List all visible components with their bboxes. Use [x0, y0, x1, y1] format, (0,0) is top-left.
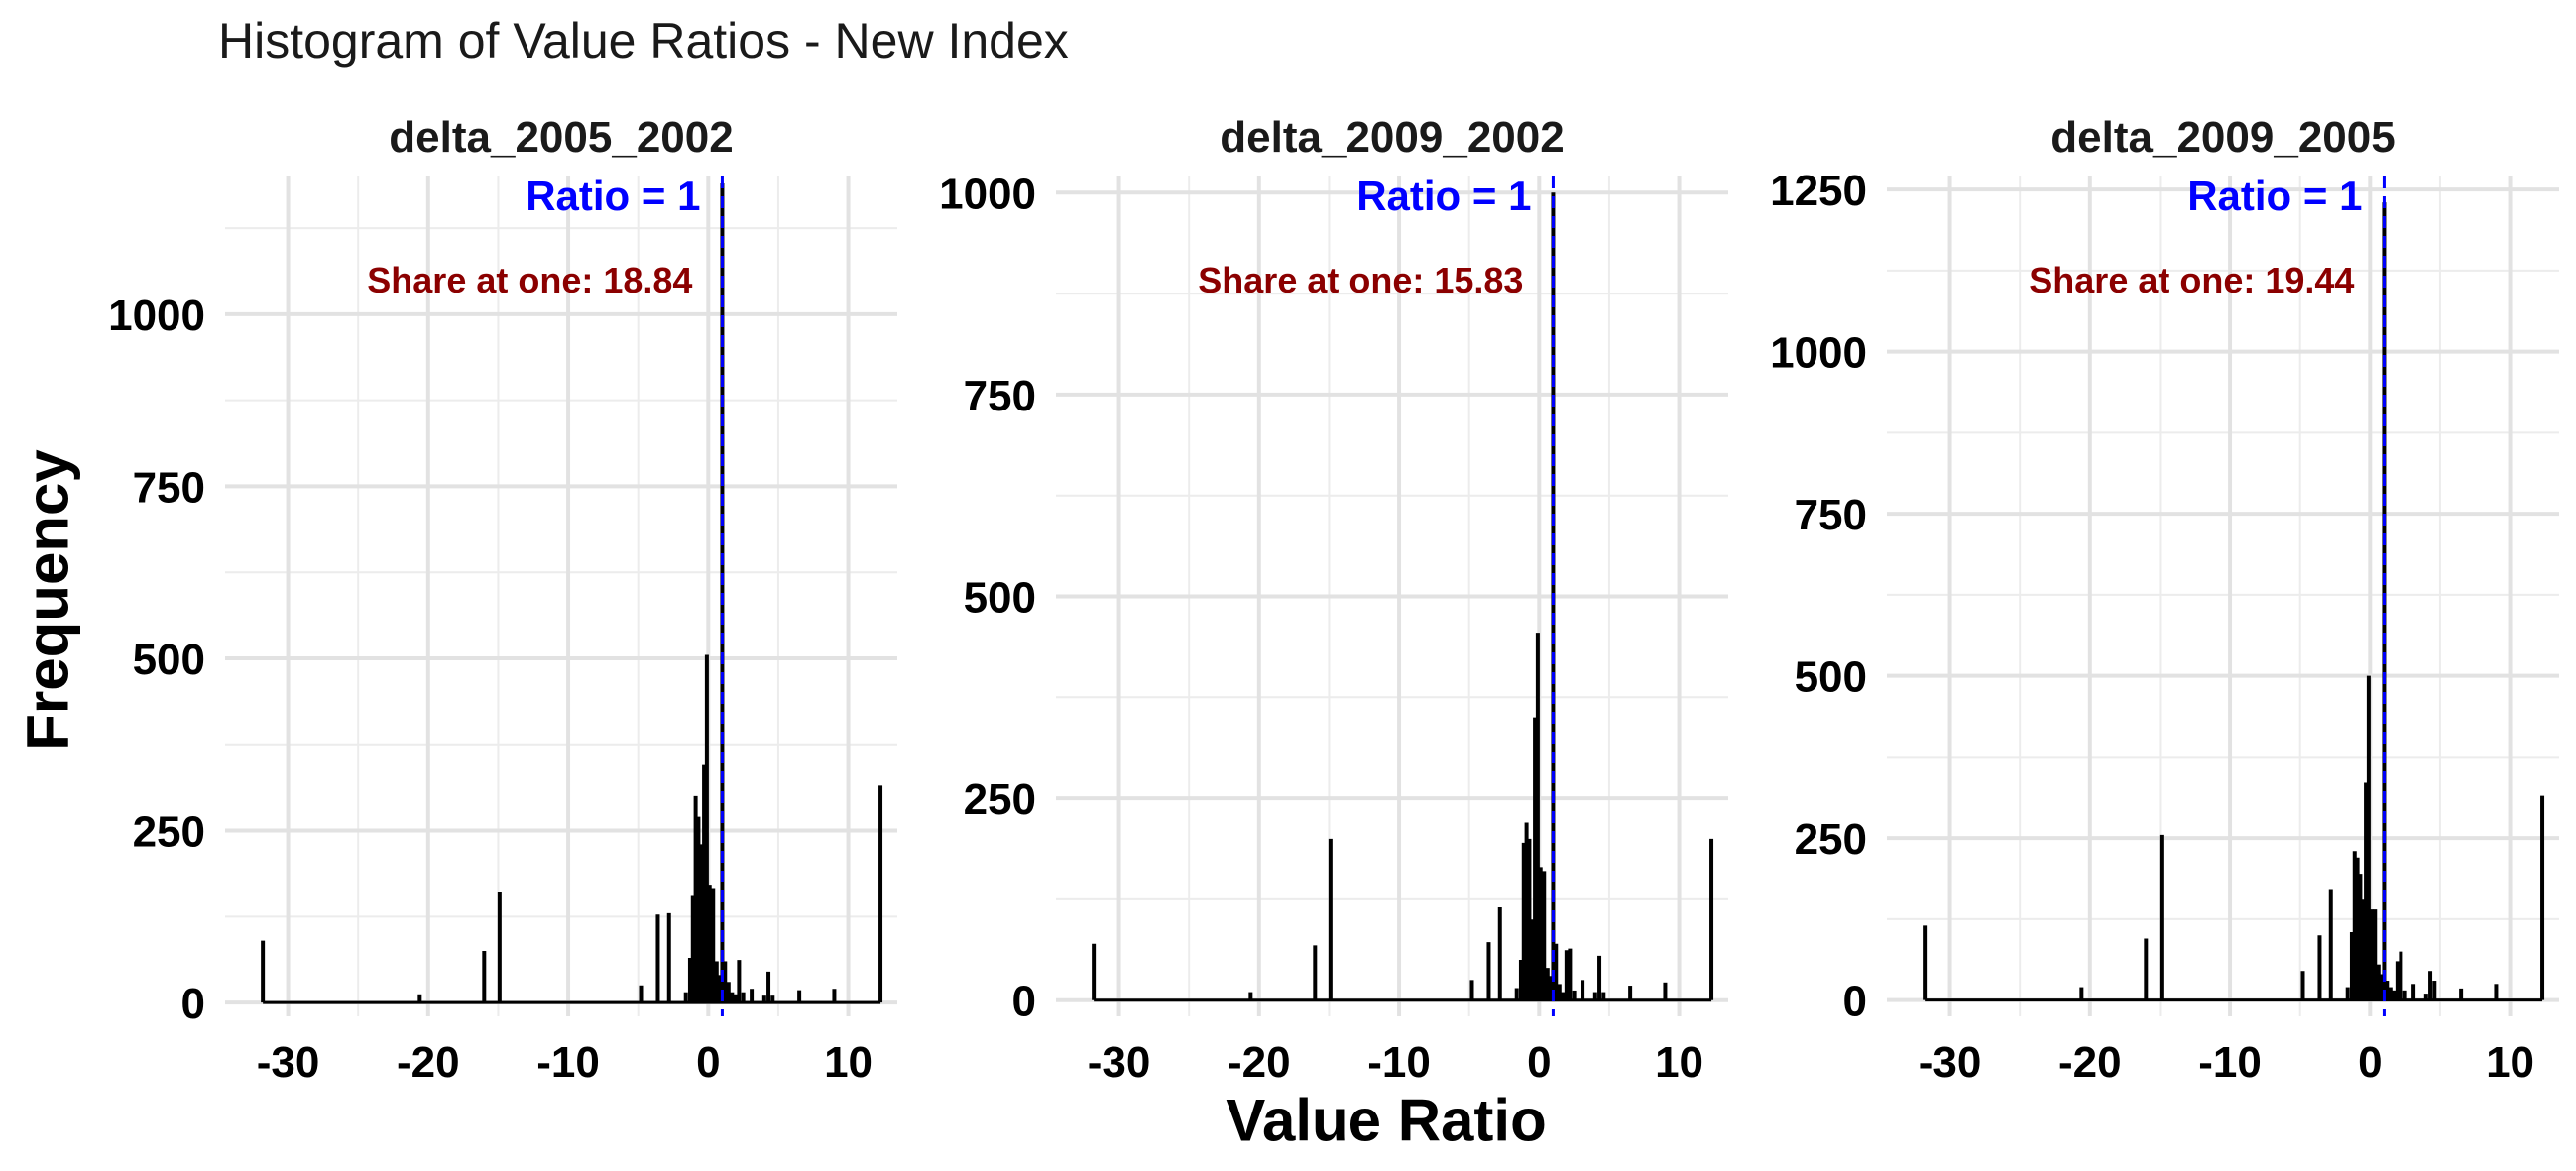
panel-title: delta_2005_2002 [389, 113, 733, 162]
y-tick-label: 0 [181, 980, 205, 1028]
y-tick-label: 250 [964, 775, 1036, 824]
panel-title: delta_2009_2005 [2050, 113, 2395, 162]
x-tick-label: 0 [1527, 1038, 1551, 1087]
x-tick-label: 0 [2358, 1038, 2382, 1087]
x-tick-label: 10 [2486, 1038, 2534, 1087]
y-tick-label: 750 [964, 372, 1036, 420]
x-tick-label: -30 [1919, 1038, 1982, 1087]
x-tick-label: 0 [696, 1038, 720, 1087]
x-tick-label: -20 [1228, 1038, 1291, 1087]
x-tick-label: -20 [2058, 1038, 2122, 1087]
share-annotation: Share at one: 19.44 [2029, 260, 2354, 300]
y-tick-label: 500 [1795, 653, 1867, 702]
share-annotation: Share at one: 15.83 [1198, 260, 1523, 300]
y-tick-label: 1000 [939, 170, 1036, 218]
ratio-one-label: Ratio = 1 [2187, 173, 2362, 219]
x-tick-label: -10 [536, 1038, 600, 1087]
y-tick-label: 250 [133, 808, 205, 857]
x-tick-label: -30 [1088, 1038, 1151, 1087]
x-tick-label: -20 [397, 1038, 460, 1087]
y-tick-label: 750 [133, 463, 205, 512]
x-tick-label: -10 [1367, 1038, 1431, 1087]
x-tick-label: -30 [257, 1038, 320, 1087]
chart-title: Histogram of Value Ratios - New Index [218, 13, 1069, 68]
panel-title: delta_2009_2002 [1220, 113, 1564, 162]
y-tick-label: 1000 [108, 292, 205, 340]
y-tick-label: 250 [1795, 815, 1867, 864]
y-tick-label: 500 [133, 636, 205, 684]
y-tick-label: 500 [964, 574, 1036, 623]
x-tick-label: 10 [824, 1038, 873, 1087]
share-annotation: Share at one: 18.84 [367, 260, 692, 300]
x-axis-title: Value Ratio [1226, 1087, 1547, 1154]
ratio-one-label: Ratio = 1 [1356, 173, 1531, 219]
y-tick-label: 0 [1012, 978, 1036, 1026]
y-tick-label: 1000 [1770, 329, 1867, 378]
x-tick-label: 10 [1655, 1038, 1703, 1087]
x-tick-label: -10 [2198, 1038, 2262, 1087]
y-tick-label: 1250 [1770, 167, 1867, 215]
y-tick-label: 0 [1843, 978, 1867, 1026]
y-tick-label: 750 [1795, 491, 1867, 539]
ratio-one-label: Ratio = 1 [526, 173, 700, 219]
